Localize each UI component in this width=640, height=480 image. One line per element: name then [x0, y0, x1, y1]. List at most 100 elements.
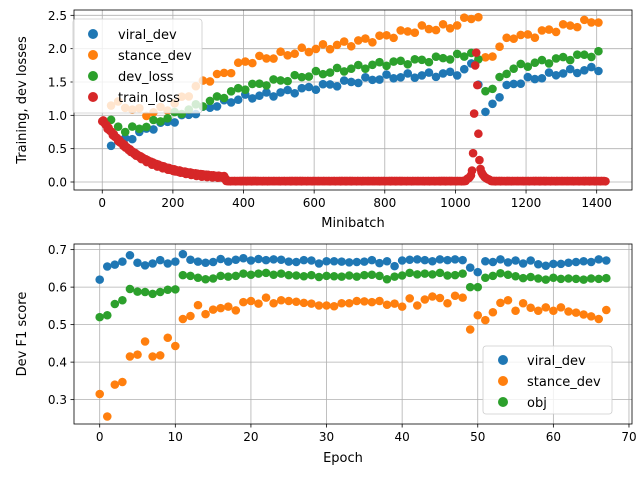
point-stance-dev [233, 58, 243, 68]
point-stance-dev [337, 298, 346, 308]
point-obj [314, 272, 324, 282]
point-stance-dev [95, 389, 105, 399]
x-tick-label: 50 [470, 430, 485, 444]
point-stance-dev [201, 309, 210, 319]
point-viral-dev [556, 259, 566, 269]
point-stance-dev [255, 51, 264, 61]
bottom-legend-box [482, 345, 613, 415]
point-viral-dev [571, 257, 581, 267]
point-dev-loss [565, 55, 575, 65]
point-stance-dev [565, 21, 575, 30]
top-legend-marker-viral-dev [88, 29, 98, 39]
point-dev-loss [354, 60, 363, 70]
point-viral-dev [346, 77, 356, 87]
point-obj [352, 272, 362, 281]
point-viral-dev [284, 257, 294, 266]
point-stance-dev [523, 30, 533, 39]
point-viral-dev [537, 73, 547, 83]
point-obj [586, 274, 596, 283]
point-stance-dev [261, 293, 271, 302]
point-viral-dev [239, 253, 248, 263]
point-stance-dev [412, 301, 422, 310]
point-stance-dev [178, 314, 188, 324]
point-stance-dev [367, 297, 377, 307]
point-obj [481, 273, 490, 283]
point-obj [541, 275, 551, 284]
point-viral-dev [601, 256, 611, 265]
point-stance-dev [332, 40, 342, 50]
top-y-ticks: 0.0 0.5 1.0 1.5 2.0 2.5 [48, 9, 74, 190]
point-dev-loss [212, 92, 222, 101]
point-dev-loss [346, 64, 356, 73]
point-viral-dev [205, 103, 215, 113]
point-viral-dev [223, 257, 233, 266]
point-stance-dev [473, 310, 483, 320]
point-dev-loss [276, 76, 285, 85]
point-viral-dev [246, 256, 256, 265]
top-legend-box [72, 18, 203, 114]
x-tick-label: 800 [373, 196, 396, 210]
point-viral-dev [481, 256, 490, 266]
point-obj [420, 269, 430, 278]
point-stance-dev [299, 298, 309, 308]
point-viral-dev [148, 259, 157, 268]
point-viral-dev [375, 75, 384, 84]
point-dev-loss [572, 50, 582, 59]
point-dev-loss [509, 64, 518, 73]
point-obj [208, 274, 218, 283]
point-obj [556, 274, 566, 284]
point-stance-dev [601, 305, 611, 315]
point-train-loss [468, 148, 478, 158]
point-viral-dev [276, 255, 286, 265]
bottom-x-ticks: 0 10 20 30 40 50 60 70 [96, 424, 637, 444]
point-viral-dev [291, 257, 301, 267]
top-legend-marker-dev-loss [88, 71, 98, 81]
point-viral-dev [530, 74, 540, 84]
point-viral-dev [163, 259, 173, 268]
point-stance-dev [248, 58, 257, 68]
point-viral-dev [551, 70, 561, 80]
point-viral-dev [329, 256, 339, 266]
point-stance-dev [354, 36, 363, 45]
point-stance-dev [205, 77, 215, 86]
point-stance-dev [346, 41, 356, 51]
point-viral-dev [368, 75, 377, 85]
point-stance-dev [537, 26, 547, 35]
point-viral-dev [318, 79, 328, 89]
chart-top: 0 200 400 600 800 1000 1200 1400 0.0 0.5 1.0 1.5 2.… [15, 9, 633, 231]
point-viral-dev [155, 255, 165, 265]
point-stance-dev [297, 43, 307, 53]
point-viral-dev [95, 275, 105, 284]
point-viral-dev [231, 255, 241, 265]
point-obj [435, 268, 445, 278]
point-stance-dev [551, 27, 561, 37]
point-stance-dev [390, 299, 399, 308]
point-stance-dev [291, 297, 301, 307]
point-viral-dev [405, 255, 415, 265]
point-train-loss [469, 109, 479, 118]
point-stance-dev [344, 298, 354, 308]
point-stance-dev [435, 293, 445, 303]
point-stance-dev [571, 308, 581, 317]
point-dev-loss [368, 60, 377, 70]
top-legend-marker-stance-dev [88, 50, 98, 60]
point-stance-dev [142, 111, 151, 121]
point-obj [549, 273, 558, 283]
point-stance-dev [594, 18, 603, 27]
bottom-legend-marker-stance-dev [498, 376, 508, 386]
top-legend-label-dev-loss: dev_loss [118, 70, 174, 85]
point-stance-dev [375, 31, 384, 40]
point-viral-dev [170, 118, 179, 127]
y-tick-label: 1.5 [48, 76, 67, 90]
y-tick-label: 2.5 [48, 9, 67, 23]
point-dev-loss [135, 124, 144, 134]
x-tick-label: 40 [395, 430, 410, 444]
point-stance-dev [438, 19, 448, 29]
bottom-y-axis-label: Dev F1 score [15, 292, 30, 377]
point-obj [223, 272, 233, 281]
point-viral-dev [459, 64, 469, 74]
point-viral-dev [396, 73, 405, 82]
y-tick-label: 0.3 [48, 393, 67, 407]
point-stance-dev [452, 21, 462, 30]
point-stance-dev [496, 298, 505, 308]
